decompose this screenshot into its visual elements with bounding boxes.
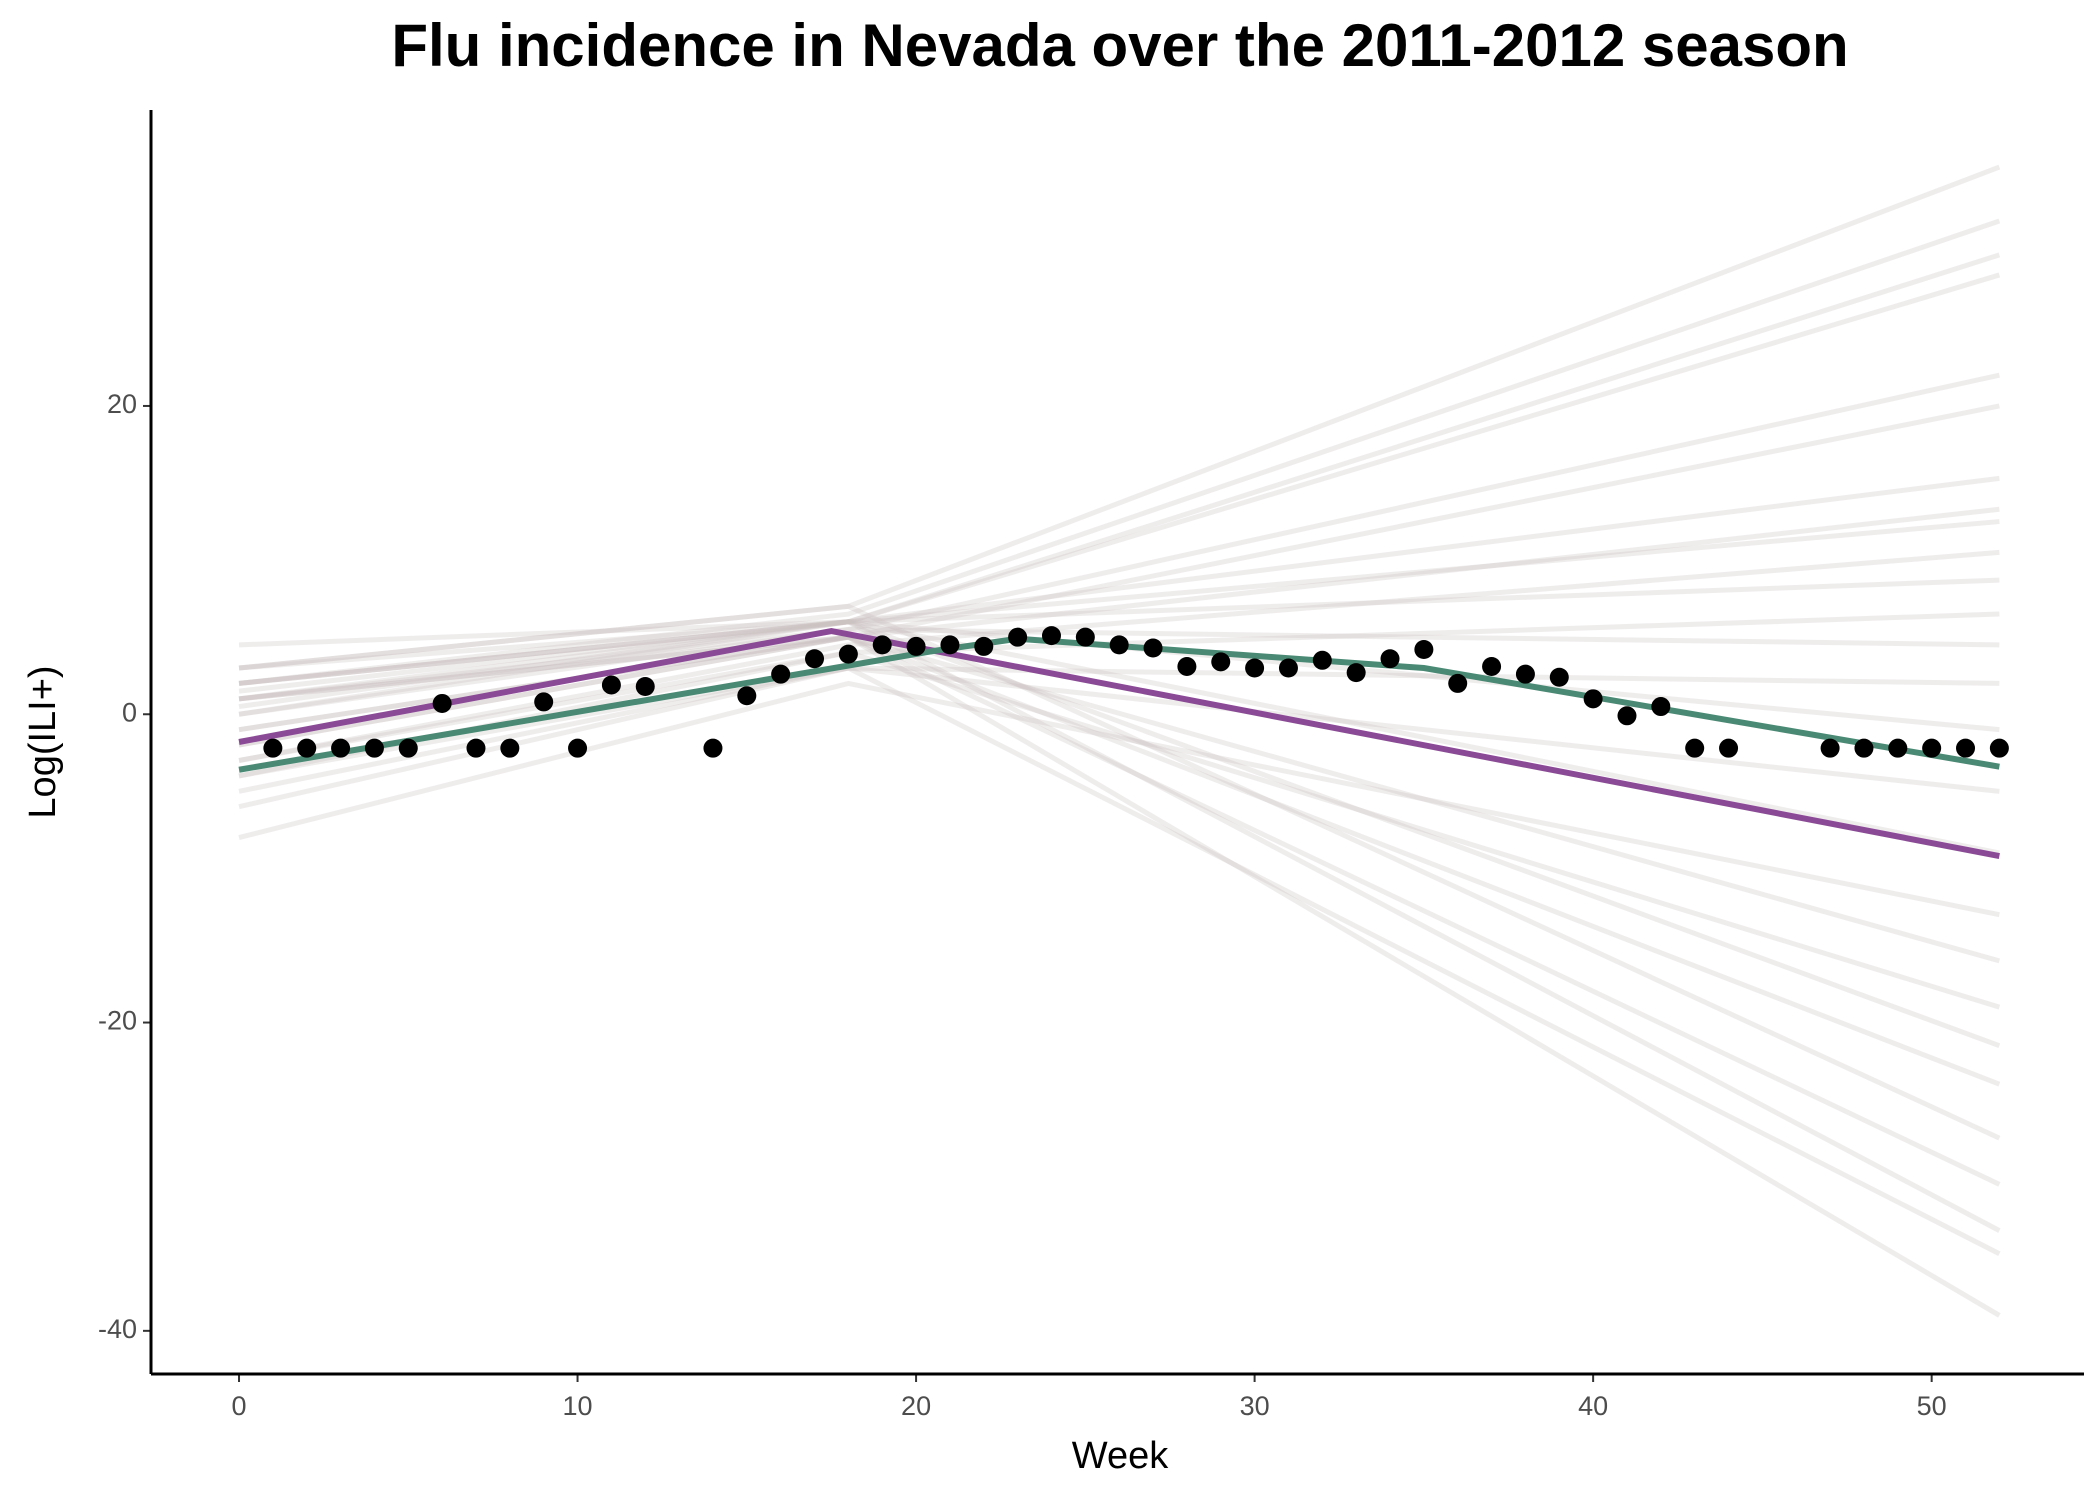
ensemble-line — [238, 665, 2001, 1256]
ensemble-line — [238, 218, 2001, 686]
y-tick-label: -20 — [98, 1006, 137, 1036]
data-point — [1414, 640, 1434, 660]
ensemble-line — [238, 164, 2001, 671]
ensemble-line — [238, 619, 2000, 856]
data-point — [1617, 706, 1637, 726]
data-point — [906, 636, 926, 656]
x-tick-label: 10 — [563, 1391, 593, 1421]
data-point — [940, 635, 960, 655]
data-point — [1922, 738, 1942, 758]
ensemble-line — [238, 680, 2000, 918]
data-point — [500, 738, 520, 758]
data-point — [838, 644, 858, 664]
data-point — [1008, 627, 1028, 647]
y-tick-label: 20 — [107, 389, 137, 419]
data-point — [1685, 738, 1705, 758]
data-point — [1143, 638, 1163, 658]
data-point — [1075, 627, 1095, 647]
data-point — [771, 664, 791, 684]
ensemble-line — [238, 372, 2000, 717]
data-point — [432, 693, 452, 713]
data-point — [1177, 656, 1197, 676]
x-axis-label: Week — [1072, 1435, 1169, 1477]
data-point — [364, 738, 384, 758]
data-point — [872, 635, 892, 655]
x-tick-label: 0 — [232, 1391, 247, 1421]
data-point — [1888, 738, 1908, 758]
y-tick-label: -40 — [98, 1314, 137, 1344]
x-tick-label: 40 — [1578, 1391, 1608, 1421]
data-point — [1854, 738, 1874, 758]
data-point — [398, 738, 418, 758]
data-point — [805, 649, 825, 669]
data-point — [737, 686, 757, 706]
ensemble-line — [238, 619, 2001, 1233]
ensemble-line — [238, 252, 2001, 694]
data-point — [297, 738, 317, 758]
data-point — [601, 675, 621, 695]
data-point — [1482, 656, 1502, 676]
ensemble-line — [238, 603, 2001, 1141]
data-point — [1109, 635, 1129, 655]
data-point — [534, 692, 554, 712]
data-point — [568, 738, 588, 758]
data-point — [1245, 658, 1265, 678]
x-tick-label: 50 — [1917, 1391, 1947, 1421]
data-point — [1041, 626, 1061, 646]
data-point — [263, 738, 283, 758]
ensemble-line — [238, 577, 2000, 686]
data-point — [1346, 663, 1366, 683]
x-tick-label: 20 — [901, 1391, 931, 1421]
data-point — [466, 738, 486, 758]
ensemble-line — [238, 272, 2001, 702]
data-point — [1312, 650, 1332, 670]
data-point — [1989, 738, 2009, 758]
y-axis-label: Log(ILI+) — [22, 665, 64, 818]
y-tick-label: 0 — [122, 697, 137, 727]
data-point — [1956, 738, 1976, 758]
ensemble-line — [238, 619, 2000, 733]
data-point — [1651, 697, 1671, 717]
data-point — [703, 738, 723, 758]
ensemble-line — [238, 519, 2000, 671]
data-point — [1448, 673, 1468, 693]
ensemble-line — [238, 626, 2000, 702]
ensemble-line — [238, 619, 2001, 1049]
data-point — [1278, 658, 1298, 678]
data-point — [1583, 689, 1603, 709]
data-point — [1719, 738, 1739, 758]
data-point — [974, 636, 994, 656]
data-point — [1820, 738, 1840, 758]
data-point — [635, 677, 655, 697]
data-point — [331, 738, 351, 758]
data-point — [1211, 652, 1231, 672]
data-point — [1515, 664, 1535, 684]
x-tick-label: 30 — [1240, 1391, 1270, 1421]
chart-title: Flu incidence in Nevada over the 2011-20… — [391, 12, 1848, 79]
data-point — [1549, 667, 1569, 687]
data-point — [1380, 649, 1400, 669]
ensemble-line — [238, 475, 2000, 648]
